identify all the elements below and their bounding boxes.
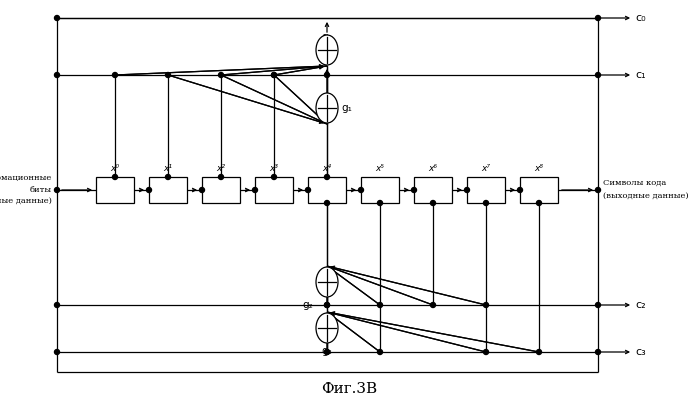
Circle shape <box>325 174 329 179</box>
Text: g₁: g₁ <box>341 103 352 113</box>
Text: x⁸: x⁸ <box>535 164 544 173</box>
Circle shape <box>595 73 600 77</box>
Bar <box>96 177 134 203</box>
Text: x⁶: x⁶ <box>429 164 438 173</box>
Circle shape <box>378 303 383 307</box>
Circle shape <box>218 174 223 179</box>
Text: (входные данные): (входные данные) <box>0 198 52 206</box>
Text: g₀: g₀ <box>322 32 332 42</box>
Circle shape <box>272 174 276 179</box>
Text: (выходные данные): (выходные данные) <box>603 193 689 201</box>
Text: x²: x² <box>216 164 225 173</box>
Text: x⁰: x⁰ <box>110 164 119 173</box>
Circle shape <box>464 187 470 193</box>
Circle shape <box>272 73 276 77</box>
Circle shape <box>359 187 364 193</box>
Circle shape <box>537 201 542 206</box>
Ellipse shape <box>316 35 338 65</box>
Text: Информационные: Информационные <box>0 174 52 182</box>
Circle shape <box>165 174 170 179</box>
Bar <box>149 177 187 203</box>
Circle shape <box>54 15 59 21</box>
Circle shape <box>54 303 59 307</box>
Bar <box>520 177 558 203</box>
Circle shape <box>325 303 329 307</box>
Circle shape <box>325 201 329 206</box>
Text: x¹: x¹ <box>163 164 172 173</box>
Text: c₂: c₂ <box>635 300 646 310</box>
Circle shape <box>147 187 151 193</box>
Ellipse shape <box>316 93 338 123</box>
Text: x⁴: x⁴ <box>322 164 332 173</box>
Circle shape <box>484 349 489 355</box>
Text: x⁵: x⁵ <box>376 164 385 173</box>
Circle shape <box>431 303 436 307</box>
Circle shape <box>272 73 276 77</box>
Circle shape <box>54 73 59 77</box>
Circle shape <box>431 201 436 206</box>
Bar <box>308 177 346 203</box>
Circle shape <box>325 303 329 307</box>
Bar <box>202 177 240 203</box>
Circle shape <box>54 187 59 193</box>
Ellipse shape <box>316 313 338 343</box>
Bar <box>255 177 293 203</box>
Circle shape <box>325 73 329 77</box>
Circle shape <box>54 349 59 355</box>
Circle shape <box>378 349 383 355</box>
Circle shape <box>200 187 205 193</box>
Circle shape <box>112 73 117 77</box>
Text: g₃: g₃ <box>322 346 332 356</box>
Circle shape <box>412 187 417 193</box>
Circle shape <box>595 187 600 193</box>
Circle shape <box>595 15 600 21</box>
Bar <box>414 177 452 203</box>
Bar <box>467 177 505 203</box>
Circle shape <box>595 303 600 307</box>
Circle shape <box>218 73 223 77</box>
Circle shape <box>325 349 329 355</box>
Text: Фиг.3В: Фиг.3В <box>321 382 377 396</box>
Circle shape <box>325 349 329 355</box>
Text: биты: биты <box>30 186 52 194</box>
Circle shape <box>595 349 600 355</box>
Text: x⁷: x⁷ <box>482 164 491 173</box>
Circle shape <box>112 174 117 179</box>
Text: g₂: g₂ <box>302 300 313 310</box>
Ellipse shape <box>316 267 338 297</box>
Text: c₁: c₁ <box>635 70 646 80</box>
Text: c₃: c₃ <box>635 347 646 357</box>
Circle shape <box>378 201 383 206</box>
Circle shape <box>165 73 170 77</box>
Circle shape <box>484 303 489 307</box>
Text: c₀: c₀ <box>635 13 646 23</box>
Circle shape <box>253 187 258 193</box>
Circle shape <box>306 187 311 193</box>
Circle shape <box>517 187 523 193</box>
Text: x³: x³ <box>269 164 279 173</box>
Text: Символы кода: Символы кода <box>603 179 667 187</box>
Circle shape <box>537 349 542 355</box>
Circle shape <box>484 201 489 206</box>
Bar <box>361 177 399 203</box>
